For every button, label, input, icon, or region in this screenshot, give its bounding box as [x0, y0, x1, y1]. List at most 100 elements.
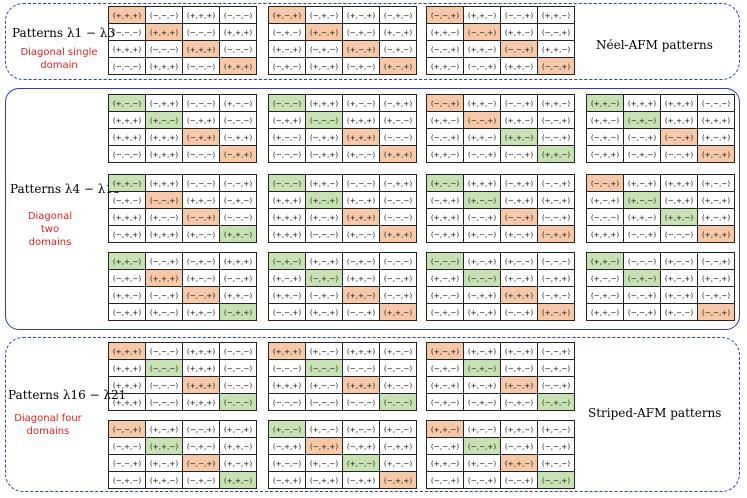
- grid-cell: (−,−,+): [500, 208, 538, 226]
- grid-row: (−,+,+) (−,+,+) (−,+,+) (−,+,+): [268, 437, 417, 455]
- section-striped: [5, 337, 740, 492]
- grid-row: (+,−,−) (−,+,−) (+,−,+) (+,−,+): [586, 269, 735, 287]
- grid-cell: (−,−,+): [463, 471, 501, 489]
- grid-cell: (−,−,+): [660, 128, 698, 146]
- pattern-grid: (−,−,−) (+,+,+) (+,−,−) (−,+,+) (−,+,+) (−,−,…: [268, 94, 417, 163]
- pattern-grid: (+,−,−) (+,−,−) (+,−,−) (+,−,−) (−,+,+) (−,+,…: [268, 420, 417, 489]
- grid-cell: (+,+,+): [342, 128, 380, 146]
- grid-row: (−,−,+) (+,−,+) (−,−,+) (+,−,+): [108, 420, 257, 438]
- grid-cell: (−,+,−): [586, 128, 624, 146]
- grid-cell: (+,+,+): [379, 145, 417, 163]
- grid-row: (−,−,−) (+,+,+) (−,−,−) (−,+,+): [108, 145, 257, 163]
- grid-cell: (+,+,+): [660, 111, 698, 129]
- grid-cell: (+,+,+): [108, 376, 146, 394]
- grid-cell: (−,−,−): [379, 252, 417, 270]
- grid-cell: (+,−,+): [500, 269, 538, 287]
- grid-cell: (−,−,+): [182, 286, 220, 304]
- grid-cell: (+,+,−): [500, 128, 538, 146]
- grid-cell: (−,−,−): [623, 252, 661, 270]
- pattern-grid: (−,−,−) (+,−,+) (+,−,−) (−,−,−) (+,−,+) (−,−,…: [426, 252, 575, 321]
- grid-cell: (−,+,−): [182, 252, 220, 270]
- grid-row: (+,+,−) (−,−,−) (+,−,−) (−,−,+): [586, 252, 735, 270]
- grid-cell: (+,−,−): [537, 420, 575, 438]
- grid-cell: (+,+,+): [219, 23, 257, 41]
- grid-cell: (+,+,+): [108, 342, 146, 360]
- grid-cell: (−,+,+): [108, 225, 146, 243]
- grid-cell: (+,+,−): [305, 174, 343, 192]
- grid-row: (−,−,−) (+,+,+) (+,−,−) (−,+,+): [268, 94, 417, 112]
- grid-row: (−,−,+) (+,+,−) (−,−,+) (+,+,−): [426, 40, 575, 58]
- pattern-grid: (+,−,−) (+,+,+) (−,+,+) (−,−,+) (−,+,+) (+,−,…: [426, 174, 575, 243]
- grid-cell: (−,+,+): [660, 191, 698, 209]
- grid-cell: (+,−,−): [660, 252, 698, 270]
- grid-row: (+,−,+) (−,+,−) (+,−,+) (−,+,−): [268, 6, 417, 24]
- section-two-domains: [5, 88, 740, 330]
- grid-cell: (+,+,+): [182, 40, 220, 58]
- grid-cell: (+,−,+): [660, 286, 698, 304]
- grid-cell: (+,−,−): [697, 174, 735, 192]
- grid-row: (−,+,+) (+,−,−) (+,−,+) (−,+,+): [426, 225, 575, 243]
- grid-cell: (−,−,+): [219, 174, 257, 192]
- grid-cell: (−,+,+): [379, 94, 417, 112]
- grid-cell: (−,+,−): [182, 471, 220, 489]
- grid-row: (+,+,+) (−,−,−) (+,+,+) (−,−,−): [108, 6, 257, 24]
- grid-cell: (−,+,+): [145, 94, 183, 112]
- grid-row: (−,−,+) (+,−,+) (−,−,+) (+,+,−): [268, 303, 417, 321]
- grid-cell: (+,−,+): [537, 303, 575, 321]
- grid-row: (+,−,+) (−,+,−) (+,−,+) (−,+,−): [268, 40, 417, 58]
- grid-cell: (+,+,+): [305, 94, 343, 112]
- grid-cell: (−,−,+): [537, 342, 575, 360]
- grid-cell: (+,+,−): [537, 40, 575, 58]
- grid-row: (−,−,+) (+,+,−) (−,−,+) (+,+,−): [426, 6, 575, 24]
- grid-cell: (+,+,+): [697, 225, 735, 243]
- grid-cell: (−,+,+): [537, 225, 575, 243]
- grid-cell: (−,−,−): [379, 191, 417, 209]
- grid-cell: (−,+,−): [586, 286, 624, 304]
- grid-cell: (−,−,+): [426, 40, 464, 58]
- grid-cell: (+,−,−): [342, 145, 380, 163]
- grid-cell: (−,+,−): [500, 393, 538, 411]
- grid-cell: (−,−,+): [379, 269, 417, 287]
- grid-row: (+,+,+) (+,−,−) (+,+,+) (+,−,−): [268, 342, 417, 360]
- grid-cell: (−,−,+): [426, 6, 464, 24]
- grid-cell: (−,+,+): [108, 303, 146, 321]
- grid-cell: (+,−,−): [342, 94, 380, 112]
- grid-cell: (+,−,−): [537, 454, 575, 472]
- pattern-grid: (+,+,−) (−,−,−) (+,−,−) (−,−,+) (+,−,−) (−,+,…: [586, 252, 735, 321]
- pattern-grid: (+,+,−) (+,+,+) (+,+,+) (−,−,−) (+,+,−) (−,+,…: [586, 94, 735, 163]
- grid-cell: (−,−,+): [500, 94, 538, 112]
- grid-cell: (+,+,+): [268, 342, 306, 360]
- grid-cell: (−,−,−): [182, 174, 220, 192]
- grid-cell: (−,+,−): [268, 23, 306, 41]
- grid-cell: (−,−,−): [219, 342, 257, 360]
- grid-cell: (+,−,+): [463, 376, 501, 394]
- title-four-domains: Patterns λ16 − λ21: [8, 388, 127, 402]
- grid-cell: (−,−,+): [586, 174, 624, 192]
- grid-row: (−,+,−) (+,−,+) (−,+,−) (+,−,+): [268, 57, 417, 75]
- grid-row: (+,+,−) (−,+,−) (+,+,+) (+,+,+): [586, 111, 735, 129]
- grid-cell: (−,+,−): [426, 359, 464, 377]
- grid-row: (+,+,−) (−,−,+) (+,+,−) (−,−,+): [426, 23, 575, 41]
- grid-cell: (+,+,−): [219, 471, 257, 489]
- grid-row: (−,+,+) (+,+,+) (+,−,−) (+,+,−): [108, 225, 257, 243]
- side-title-neel: Néel-AFM patterns: [596, 38, 713, 52]
- grid-cell: (+,−,+): [426, 269, 464, 287]
- grid-cell: (+,−,−): [182, 225, 220, 243]
- grid-row: (−,−,+) (+,−,+) (−,−,+) (+,−,+): [108, 454, 257, 472]
- grid-cell: (+,+,−): [108, 174, 146, 192]
- grid-cell: (−,−,−): [219, 111, 257, 129]
- grid-row: (+,+,+) (−,−,−) (+,+,+) (−,−,−): [108, 376, 257, 394]
- pattern-grid: (+,−,−) (−,+,+) (−,−,−) (+,−,−) (+,+,+) (+,−,…: [108, 94, 257, 163]
- grid-cell: (+,−,+): [219, 420, 257, 438]
- grid-cell: (+,+,−): [426, 23, 464, 41]
- grid-cell: (−,−,+): [623, 128, 661, 146]
- grid-row: (+,−,−) (−,+,+) (−,−,−) (+,−,−): [108, 94, 257, 112]
- grid-row: (+,+,+) (−,−,+) (−,−,−) (+,+,+): [586, 225, 735, 243]
- grid-cell: (−,+,−): [182, 437, 220, 455]
- grid-cell: (−,−,+): [537, 471, 575, 489]
- grid-row: (−,−,+) (+,+,−) (−,−,+) (+,+,−): [426, 94, 575, 112]
- grid-cell: (−,−,+): [463, 437, 501, 455]
- grid-cell: (+,+,+): [463, 174, 501, 192]
- grid-row: (−,+,−) (−,+,−) (−,+,−) (−,+,−): [426, 393, 575, 411]
- grid-cell: (−,−,+): [537, 437, 575, 455]
